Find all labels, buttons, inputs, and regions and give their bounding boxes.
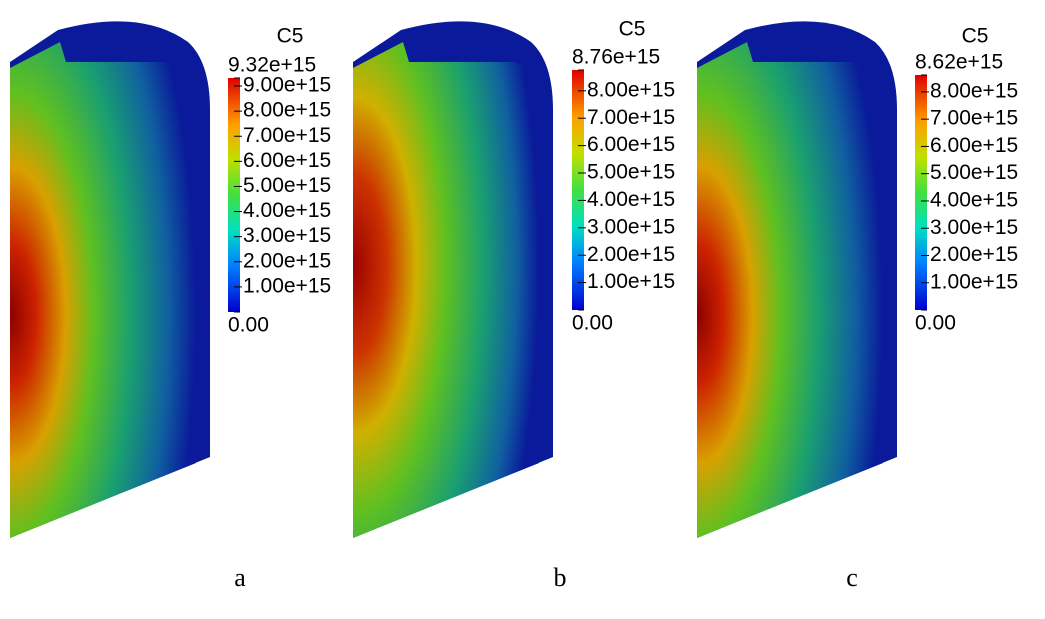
colorbar-tick-label: 6.00e+15: [930, 134, 1018, 157]
colorbar-tick-label: 1.00e+15: [930, 270, 1018, 293]
specimen: [697, 21, 897, 539]
colorbar-tick-label: 2.00e+15: [243, 249, 331, 272]
specimen-face: [697, 42, 883, 538]
specimen: [353, 21, 553, 539]
colorbar-tick-label: 4.00e+15: [587, 188, 675, 211]
colorbar-tick-label: 1.00e+15: [243, 274, 331, 297]
colorbar-tick-label: 3.00e+15: [243, 224, 331, 247]
specimen-face: [353, 42, 539, 538]
colorbar-tick-label: 2.00e+15: [587, 243, 675, 266]
panel-label: b: [554, 563, 567, 592]
colorbar-min-label: 0.00: [915, 312, 956, 335]
colorbar-tick-label: 5.00e+15: [243, 174, 331, 197]
colorbar: [228, 78, 240, 312]
colorbar-tick-label: 8.00e+15: [930, 79, 1018, 102]
colorbar-title: C5: [962, 25, 989, 48]
colorbar-tick-label: 7.00e+15: [930, 107, 1018, 130]
colorbar-tick-label: 1.00e+15: [587, 270, 675, 293]
colorbar-tick-label: 3.00e+15: [587, 215, 675, 238]
colorbar-tick-label: 7.00e+15: [587, 106, 675, 129]
colorbar-max-label: 8.62e+15: [915, 51, 1003, 74]
colorbar-tick-label: 5.00e+15: [930, 161, 1018, 184]
specimen-face: [10, 42, 196, 538]
colorbar-tick-label: 7.00e+15: [243, 124, 331, 147]
colorbar-min-label: 0.00: [572, 312, 613, 335]
colorbar-tick-label: 4.00e+15: [243, 199, 331, 222]
colorbar-title: C5: [277, 25, 304, 48]
colorbar-tick-label: 6.00e+15: [587, 133, 675, 156]
colorbar-title: C5: [619, 18, 646, 41]
colorbar: [572, 70, 584, 310]
colorbar-max-label: 8.76e+15: [572, 46, 660, 69]
colorbar-max-label: 9.32e+15: [228, 54, 316, 77]
colorbar-tick-label: 2.00e+15: [930, 243, 1018, 266]
colorbar-tick-label: 3.00e+15: [930, 216, 1018, 239]
colorbar-tick-label: 4.00e+15: [930, 188, 1018, 211]
colorbar-tick-label: 8.00e+15: [243, 99, 331, 122]
specimen: [10, 21, 210, 539]
colorbar: [915, 75, 927, 310]
panel-label: c: [846, 563, 858, 592]
panel-label: a: [234, 563, 246, 592]
colorbar-tick-label: 8.00e+15: [587, 78, 675, 101]
colorbar-tick-label: 6.00e+15: [243, 149, 331, 172]
colorbar-tick-label: 5.00e+15: [587, 161, 675, 184]
colorbar-tick-label: 9.00e+15: [243, 74, 331, 97]
colorbar-min-label: 0.00: [228, 314, 269, 337]
